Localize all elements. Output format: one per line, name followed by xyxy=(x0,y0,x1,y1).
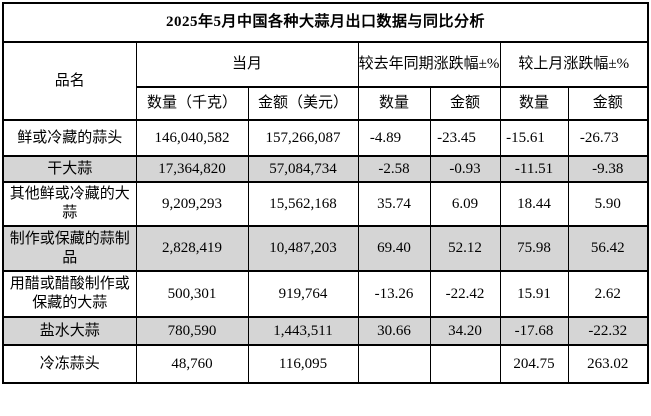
garlic-export-table: 2025年5月中国各种大蒜月出口数据与同比分析 品名 当月 较去年同期涨跌幅±%… xyxy=(2,2,649,384)
col-header-mom-change: 较上月涨跌幅±% xyxy=(499,41,649,88)
amt-value: 1,443,511 xyxy=(247,316,359,346)
qty-value: 48,760 xyxy=(135,344,249,384)
col-header-mom-amt: 金额 xyxy=(567,86,649,121)
header-row-groups: 品名 当月 较去年同期涨跌幅±% 较上月涨跌幅±% xyxy=(2,41,649,121)
amt-value: 157,266,087 xyxy=(247,119,359,157)
mom-qty-value: 75.98 xyxy=(499,225,569,272)
product-name: 鲜或冷藏的蒜头 xyxy=(2,119,137,157)
qty-value: 9,209,293 xyxy=(135,181,249,227)
qty-value: 2,828,419 xyxy=(135,225,249,272)
col-header-current-month: 当月 xyxy=(135,41,359,88)
mom-qty-value: -15.61 xyxy=(499,119,569,157)
table-row: 干大蒜 17,364,820 57,084,734 -2.58 -0.93 -1… xyxy=(2,155,649,183)
yoy-qty-value: -2.58 xyxy=(357,155,431,183)
mom-qty-value: 204.75 xyxy=(499,344,569,384)
table-row: 冷冻蒜头 48,760 116,095 204.75 263.02 xyxy=(2,344,649,384)
yoy-qty-value: -4.89 xyxy=(357,119,431,157)
qty-value: 500,301 xyxy=(135,270,249,318)
yoy-amt-value: 6.09 xyxy=(429,181,501,227)
mom-amt-value: -9.38 xyxy=(567,155,649,183)
col-header-yoy-amt: 金额 xyxy=(429,86,501,121)
product-name: 盐水大蒜 xyxy=(2,316,137,346)
amt-value: 919,764 xyxy=(247,270,359,318)
amt-value: 57,084,734 xyxy=(247,155,359,183)
amt-value: 10,487,203 xyxy=(247,225,359,272)
product-name: 制作或保藏的蒜制品 xyxy=(2,225,137,272)
yoy-amt-value xyxy=(429,344,501,384)
header-row-sub: 数量（千克） 金额（美元） 数量 金额 数量 金额 xyxy=(3,86,649,121)
mom-amt-value: -22.32 xyxy=(567,316,649,346)
amt-value: 116,095 xyxy=(247,344,359,384)
col-header-qty-kg: 数量（千克） xyxy=(135,86,249,121)
mom-amt-value: 263.02 xyxy=(567,344,649,384)
col-header-product: 品名 xyxy=(2,41,137,121)
mom-amt-value: 5.90 xyxy=(567,181,649,227)
yoy-amt-value: -23.45 xyxy=(429,119,501,157)
product-name: 冷冻蒜头 xyxy=(2,344,137,384)
mom-amt-value: 56.42 xyxy=(567,225,649,272)
table-row: 用醋或醋酸制作或保藏的大蒜 500,301 919,764 -13.26 -22… xyxy=(2,270,649,318)
mom-qty-value: -11.51 xyxy=(499,155,569,183)
table-row: 盐水大蒜 780,590 1,443,511 30.66 34.20 -17.6… xyxy=(2,316,649,346)
table-row: 鲜或冷藏的蒜头 146,040,582 157,266,087 -4.89 -2… xyxy=(2,119,649,157)
yoy-qty-value: 35.74 xyxy=(357,181,431,227)
col-header-amt-usd: 金额（美元） xyxy=(247,86,359,121)
col-header-yoy-change: 较去年同期涨跌幅±% xyxy=(357,41,501,88)
product-name: 其他鲜或冷藏的大蒜 xyxy=(2,181,137,227)
yoy-amt-value: -22.42 xyxy=(429,270,501,318)
mom-qty-value: 18.44 xyxy=(499,181,569,227)
table-row: 其他鲜或冷藏的大蒜 9,209,293 15,562,168 35.74 6.0… xyxy=(2,181,649,227)
mom-amt-value: 2.62 xyxy=(567,270,649,318)
col-header-mom-qty: 数量 xyxy=(499,86,569,121)
qty-value: 146,040,582 xyxy=(135,119,249,157)
qty-value: 17,364,820 xyxy=(135,155,249,183)
yoy-qty-value: 30.66 xyxy=(357,316,431,346)
mom-qty-value: 15.91 xyxy=(499,270,569,318)
yoy-qty-value: -13.26 xyxy=(357,270,431,318)
title-row: 2025年5月中国各种大蒜月出口数据与同比分析 xyxy=(2,2,649,43)
qty-value: 780,590 xyxy=(135,316,249,346)
yoy-amt-value: 34.20 xyxy=(429,316,501,346)
yoy-amt-value: 52.12 xyxy=(429,225,501,272)
yoy-amt-value: -0.93 xyxy=(429,155,501,183)
product-name: 干大蒜 xyxy=(2,155,137,183)
col-header-yoy-qty: 数量 xyxy=(357,86,431,121)
yoy-qty-value xyxy=(357,344,431,384)
amt-value: 15,562,168 xyxy=(247,181,359,227)
yoy-qty-value: 69.40 xyxy=(357,225,431,272)
table-row: 制作或保藏的蒜制品 2,828,419 10,487,203 69.40 52.… xyxy=(2,225,649,272)
mom-qty-value: -17.68 xyxy=(499,316,569,346)
product-name: 用醋或醋酸制作或保藏的大蒜 xyxy=(2,270,137,318)
table-title: 2025年5月中国各种大蒜月出口数据与同比分析 xyxy=(2,2,649,43)
mom-amt-value: -26.73 xyxy=(567,119,649,157)
